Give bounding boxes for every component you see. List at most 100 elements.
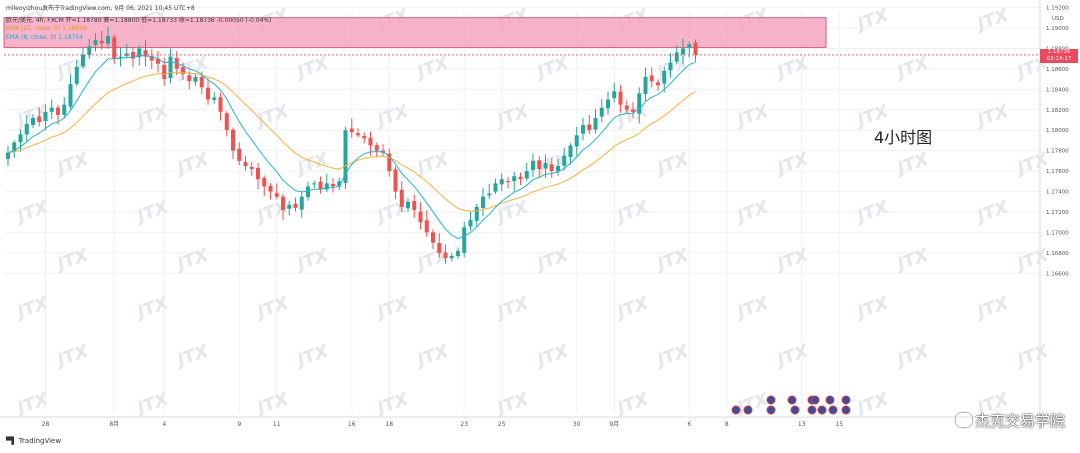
jtx-watermark: JTX	[972, 5, 1012, 36]
candle-body	[12, 142, 17, 152]
candle-body	[687, 44, 692, 48]
tradingview-logo[interactable]: ▀▌ TradingView	[6, 437, 61, 445]
candle-body	[281, 196, 285, 210]
candle-body	[231, 129, 235, 151]
jtx-watermark: JTX	[412, 341, 452, 372]
x-tick-label: 6	[687, 421, 691, 428]
jtx-watermark: JTX	[372, 293, 412, 324]
x-tick-label: 9月	[609, 421, 619, 428]
candle-body	[693, 42, 698, 55]
candle-body	[106, 36, 110, 44]
jtx-watermark: JTX	[132, 101, 172, 132]
jtx-watermark: JTX	[892, 149, 932, 180]
event-flag-icon	[743, 405, 753, 415]
last-price-tag: 1.18736 03:14:17	[1040, 48, 1078, 63]
candle-body	[449, 255, 454, 259]
bar-countdown: 03:14:17	[1046, 55, 1072, 62]
candle-body	[224, 113, 229, 131]
candle-body	[387, 153, 392, 172]
candle-body	[118, 56, 123, 58]
jtx-watermark: JTX	[852, 197, 892, 228]
candle-body	[406, 201, 410, 209]
y-tick-label: 1.19200	[1046, 6, 1069, 12]
y-tick-label: 1.17000	[1046, 230, 1069, 236]
chart-header-title: mileoyizhou发布于TradingView.com, 9月 06, 20…	[6, 5, 195, 12]
jtx-watermark: JTX	[132, 389, 172, 420]
candle-body	[337, 181, 342, 187]
event-flag-icon	[731, 405, 741, 415]
candle-body	[418, 211, 423, 223]
candle-body	[662, 70, 667, 84]
candle-body	[424, 220, 429, 233]
candle-body	[206, 87, 210, 100]
jtx-watermark: JTX	[252, 293, 292, 324]
jtx-watermark: JTX	[892, 53, 932, 84]
candle-body	[18, 134, 23, 143]
jtx-watermark: JTX	[1012, 341, 1052, 372]
jtx-watermark: JTX	[492, 293, 532, 324]
candle-body	[112, 37, 117, 59]
candle-body	[674, 52, 679, 62]
ema21-legend: EMA (21, close, 0) 1.18556	[6, 25, 87, 32]
jtx-watermark: JTX	[292, 53, 332, 84]
jtx-watermark: JTX	[972, 293, 1012, 324]
candle-body	[31, 117, 35, 125]
y-tick-label: 1.17200	[1046, 210, 1069, 216]
jtx-watermark: JTX	[532, 53, 572, 84]
candle-body	[137, 48, 142, 58]
candle-body	[149, 56, 154, 61]
jtx-watermark: JTX	[772, 149, 812, 180]
candle-body	[512, 176, 517, 182]
x-tick-label: 9	[237, 421, 241, 428]
candle-body	[218, 97, 223, 112]
brand-watermark-text: 杰克交易学院	[975, 412, 1066, 430]
jtx-watermark: JTX	[612, 197, 652, 228]
candle-body	[474, 206, 479, 221]
x-tick-label: 15	[835, 421, 843, 428]
candle-body	[156, 58, 160, 64]
candle-body	[331, 183, 335, 187]
x-tick-label: 18	[385, 421, 393, 428]
jtx-watermark: JTX	[132, 293, 172, 324]
candle-body	[656, 82, 660, 86]
jtx-watermark: JTX	[252, 389, 292, 420]
jtx-watermark: JTX	[652, 149, 692, 180]
candle-body	[443, 252, 448, 259]
candle-body	[274, 193, 279, 197]
candle-body	[93, 40, 98, 45]
jtx-watermark: JTX	[292, 341, 332, 372]
x-tick-label: 8	[725, 421, 729, 428]
jtx-watermark: JTX	[292, 149, 332, 180]
candle-body	[549, 164, 554, 172]
candle-body	[306, 186, 310, 197]
event-flag-icon	[828, 405, 838, 415]
jtx-watermark: JTX	[52, 341, 92, 372]
x-tick-label: 13	[798, 421, 806, 428]
jtx-watermark: JTX	[172, 149, 212, 180]
y-tick-label: 1.18200	[1046, 108, 1069, 114]
candle-body	[143, 50, 148, 57]
candle-body	[531, 160, 535, 171]
candle-body	[581, 125, 585, 134]
event-flag-icon	[841, 405, 851, 415]
candle-body	[168, 56, 173, 78]
candle-body	[543, 162, 548, 169]
ema8-legend: EMA (8, close, 0) 1.18754	[6, 34, 84, 41]
candle-body	[668, 62, 673, 71]
jtx-watermark: JTX	[532, 245, 572, 276]
candle-body	[6, 152, 10, 159]
candle-body	[312, 183, 317, 185]
jtx-watermark: JTX	[772, 245, 812, 276]
candle-body	[37, 116, 42, 123]
candle-body	[431, 232, 435, 243]
candle-body	[287, 204, 292, 209]
candle-body	[56, 107, 60, 115]
candle-body	[556, 165, 560, 172]
chat-bubble-icon	[956, 413, 972, 427]
candle-body	[612, 91, 617, 99]
candle-body	[181, 67, 185, 74]
candle-body	[374, 145, 379, 151]
x-tick-label: 11	[273, 421, 281, 428]
